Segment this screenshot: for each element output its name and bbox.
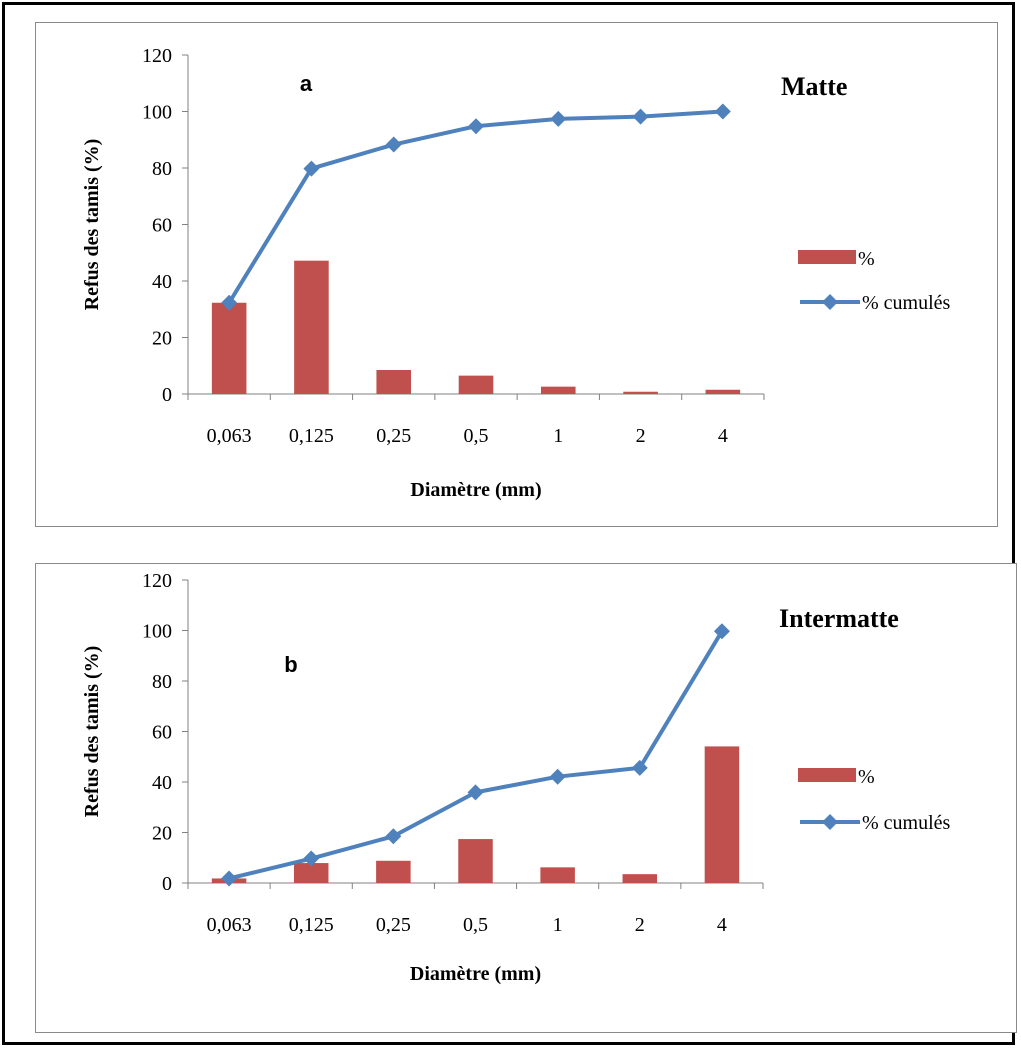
chart-a-y-tick-label: 40: [152, 271, 172, 293]
chart-a-bar: [376, 369, 411, 394]
chart-panel-b: 0 20 40 60 80 100 120 0,063 0,125 0,25 0,5 1 2 4 Refus…: [35, 563, 1017, 1033]
chart-a-legend-line-label: % cumulés: [862, 292, 951, 314]
chart-b-legend-line-marker: [822, 814, 838, 830]
chart-a-y-tick-label: 100: [142, 102, 172, 124]
chart-a-bar: [541, 386, 576, 394]
chart-b-bar: [704, 746, 740, 883]
chart-a-x-tick-label: 0,25: [376, 425, 411, 447]
chart-b-svg: 0 20 40 60 80 100 120 0,063 0,125 0,25 0,5 1 2 4 Refus…: [81, 570, 951, 985]
chart-b-legend-line-label: % cumulés: [862, 812, 951, 834]
chart-a-cumulative-point: [468, 118, 484, 135]
chart-b-y-tick-label: 0: [162, 873, 172, 895]
chart-b-x-tick-label: 2: [635, 914, 645, 936]
chart-a-x-tick-label: 4: [718, 425, 728, 447]
chart-a-cumulative-point: [550, 110, 567, 127]
chart-b-cumulative-point: [631, 759, 648, 776]
chart-b-panel-letter: b: [284, 652, 297, 677]
chart-a-bar: [211, 302, 247, 394]
chart-a-bar: [623, 391, 658, 394]
chart-a-cumulative-point: [632, 108, 649, 125]
chart-a-x-tick-label: 0,125: [289, 425, 334, 447]
chart-a-bar: [458, 375, 494, 394]
chart-a-panel-letter: a: [300, 71, 313, 96]
chart-a-y-axis-title: Refus des tamis (%): [81, 139, 103, 311]
chart-b-y-tick-label: 40: [152, 772, 172, 794]
chart-b-bar: [540, 867, 575, 883]
chart-b-cumulative-point: [467, 784, 484, 801]
chart-b-y-tick-label: 100: [142, 621, 172, 643]
chart-a-y-tick-label: 0: [162, 384, 172, 406]
chart-b-y-tick-label: 20: [152, 823, 172, 845]
chart-a-cumulative-point: [385, 136, 402, 153]
chart-b-cumulative-point: [549, 768, 566, 785]
chart-a-cumulative-point: [221, 294, 238, 311]
chart-b-y-tick-label: 80: [152, 671, 172, 693]
chart-b-title: Intermatte: [779, 604, 899, 633]
chart-b-cumulative-point: [713, 623, 730, 640]
chart-b-x-tick-label: 0,063: [207, 914, 252, 936]
chart-b-y-tick-label: 60: [152, 722, 172, 744]
chart-a-cumulative-point: [303, 160, 320, 177]
chart-a-legend-line-marker: [822, 294, 838, 310]
chart-b-cumulative-point: [221, 870, 238, 887]
chart-a-x-tick-label: 1: [553, 425, 563, 447]
chart-b-cumulative-point: [303, 850, 320, 867]
chart-a-legend-bar-swatch: [798, 250, 856, 264]
chart-a-title: Matte: [781, 72, 847, 101]
chart-b-legend-bar-swatch: [798, 768, 856, 782]
chart-a-x-tick-label: 2: [636, 425, 646, 447]
chart-a-legend-bar-label: %: [858, 248, 875, 270]
chart-a-x-tick-label: 0,5: [464, 425, 489, 447]
chart-b-x-axis-title: Diamètre (mm): [410, 963, 541, 985]
chart-a-svg: 0 20 40 60 80 100 120 0,063 0,125 0,25 0,5 1 2 4 Refus…: [81, 45, 951, 501]
chart-b-bar: [376, 860, 411, 883]
chart-a-y-tick-label: 60: [152, 215, 172, 237]
chart-a-x-axis-title: Diamètre (mm): [410, 479, 541, 501]
chart-a-x-tick-label: 0,063: [207, 425, 252, 447]
chart-a-y-tick-label: 120: [142, 45, 172, 67]
chart-b-bar: [458, 839, 493, 883]
chart-b-bar: [293, 863, 329, 883]
chart-b-x-tick-label: 0,25: [376, 914, 411, 936]
chart-a-y-tick-label: 20: [152, 328, 172, 350]
chart-b-x-tick-label: 1: [553, 914, 563, 936]
chart-b-x-tick-label: 0,125: [289, 914, 334, 936]
chart-a-bar: [705, 389, 741, 394]
chart-a-bar: [294, 260, 329, 394]
chart-b-bar: [622, 874, 658, 883]
chart-panel-a: 0 20 40 60 80 100 120 0,063 0,125 0,25 0,5 1 2 4 Refus…: [35, 22, 998, 527]
chart-b-y-tick-label: 120: [142, 570, 172, 592]
chart-a-cumulative-point: [714, 103, 731, 120]
chart-b-y-axis-title: Refus des tamis (%): [81, 646, 103, 818]
chart-b-cumulative-point: [385, 828, 402, 845]
chart-a-y-tick-label: 80: [152, 158, 172, 180]
chart-b-x-tick-label: 4: [717, 914, 727, 936]
chart-b-x-tick-label: 0,5: [463, 914, 488, 936]
chart-b-legend-bar-label: %: [858, 766, 875, 788]
